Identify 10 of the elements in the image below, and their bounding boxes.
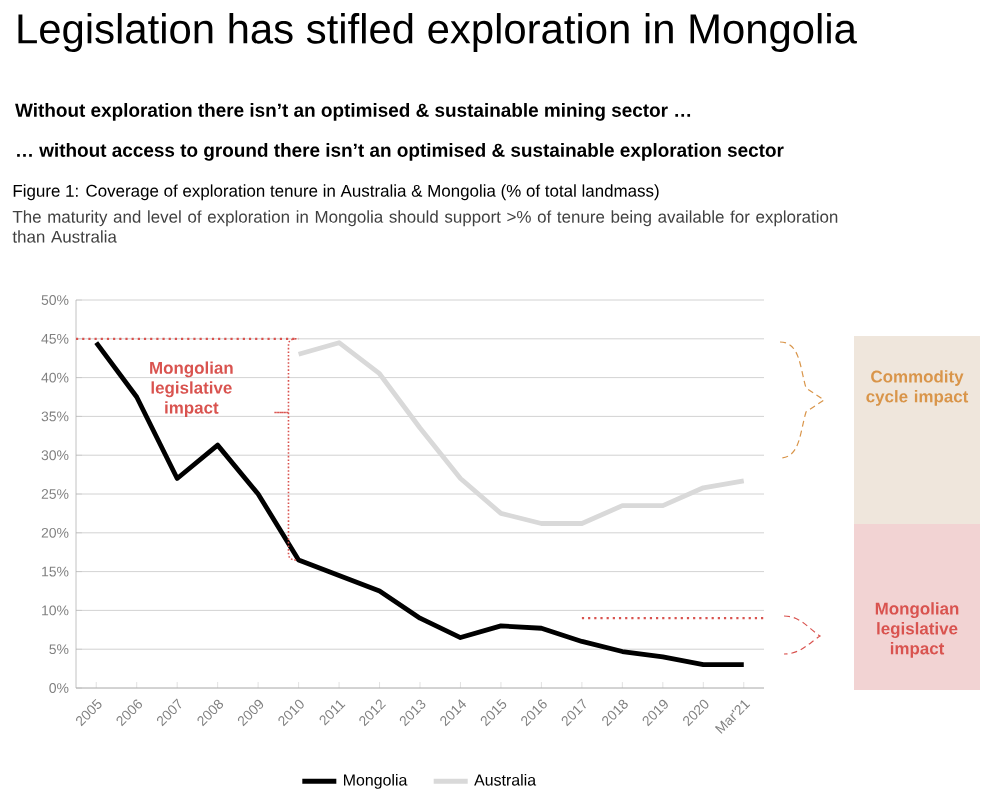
chart-subtitle: Without exploration there isn’t an optimised & sustainable mining sector … xyxy=(15,103,691,121)
line-series xyxy=(296,340,747,526)
line-series xyxy=(93,340,747,668)
text: Commodity cycle impact xyxy=(866,370,969,406)
text: Mongolian legislative impact xyxy=(875,602,959,658)
text: … without access to ground there isn’t an optimised & sustainable exploration sector xyxy=(17,143,784,161)
annotation: Mongolian legislative impact xyxy=(150,361,233,418)
text: The maturity and level of exploration in Mongolia should support >% of tenure being available for exploration than Australia xyxy=(12,210,838,243)
chart-title: Legislation has stifled exploration in Mongolia xyxy=(18,13,857,53)
caption: Figure 1: Coverage of exploration tenure in Australia & Mongolia (% of total landmass) xyxy=(13,184,659,201)
